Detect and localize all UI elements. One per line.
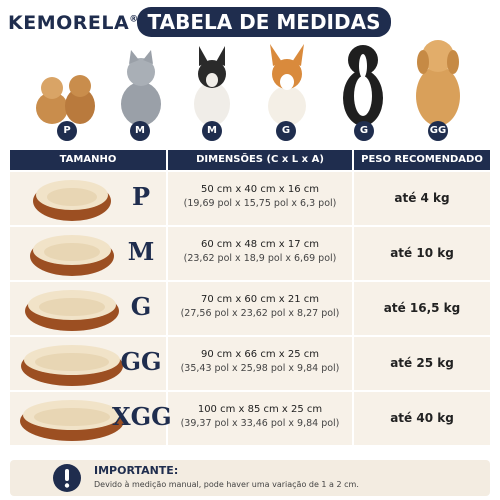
- row-cell: [354, 227, 490, 280]
- border-collie: [343, 45, 383, 126]
- dimensions-cm: 90 cm x 66 cm x 25 cm: [201, 349, 319, 360]
- row-cell: [168, 337, 352, 390]
- bed-illustration: [21, 345, 123, 386]
- dimensions-cm: 60 cm x 48 cm x 17 cm: [201, 239, 319, 250]
- bed-illustration: [20, 400, 124, 441]
- table-header: DIMENSÕES (C x L x A): [168, 150, 352, 170]
- dimensions-cm: 70 cm x 60 cm x 21 cm: [201, 294, 319, 305]
- row-cell: [354, 172, 490, 225]
- bed-illustration: [25, 290, 119, 331]
- brand: KEMORELA®: [8, 12, 139, 34]
- size-label: XGG: [112, 402, 172, 431]
- dimensions-cm: 100 cm x 85 cm x 25 cm: [197, 404, 323, 415]
- recommended-weight: até 4 kg: [394, 191, 450, 205]
- row-cell: [168, 392, 352, 445]
- pet-size-badge: G: [354, 121, 374, 141]
- table-header: TAMANHO: [10, 150, 166, 170]
- golden-retriever: [416, 40, 460, 126]
- size-label: M: [127, 237, 155, 266]
- size-label: GG: [120, 347, 162, 376]
- pet-illustrations: [36, 40, 460, 126]
- row-cell: [354, 337, 490, 390]
- pet-size-badge: G: [276, 121, 296, 141]
- corgi: [268, 44, 306, 126]
- puppies: [36, 75, 95, 124]
- brand-name: KEMORELA: [8, 12, 130, 34]
- bed-illustration: [30, 235, 114, 276]
- dimensions-pol: (23,62 pol x 18,9 pol x 6,69 pol): [183, 253, 337, 264]
- row-cell: [354, 282, 490, 335]
- recommended-weight: até 16,5 kg: [383, 301, 461, 315]
- dimensions-pol: (35,43 pol x 25,98 pol x 9,84 pol): [180, 363, 340, 374]
- bed-illustration: [33, 180, 111, 221]
- row-cell: [168, 282, 352, 335]
- recommended-weight: até 25 kg: [390, 356, 454, 370]
- table-header: PESO RECOMENDADO: [354, 150, 490, 170]
- title: TABELA DE MEDIDAS: [137, 7, 391, 37]
- pet-size-badge: GG: [428, 121, 448, 141]
- size-label: P: [131, 182, 151, 211]
- dimensions-pol: (19,69 pol x 15,75 pol x 6,3 pol): [183, 198, 337, 209]
- recommended-weight: até 40 kg: [390, 411, 454, 425]
- pet-size-badge: M: [202, 121, 222, 141]
- note-box: [10, 460, 490, 496]
- brand-mark: ®: [129, 14, 139, 25]
- note-text: Devido à medição manual, pode haver uma …: [94, 480, 359, 489]
- row-cell: [168, 227, 352, 280]
- pet-size-badge: P: [57, 121, 77, 141]
- dimensions-pol: (39,37 pol x 33,46 pol x 9,84 pol): [180, 418, 340, 429]
- warning-icon: [53, 464, 81, 492]
- cat: [121, 50, 161, 126]
- pet-size-badge: M: [130, 121, 150, 141]
- bulldog: [194, 46, 230, 126]
- row-cell: [168, 172, 352, 225]
- dimensions-pol: (27,56 pol x 23,62 pol x 8,27 pol): [180, 308, 340, 319]
- note-title: IMPORTANTE:: [94, 464, 179, 477]
- row-cell: [354, 392, 490, 445]
- recommended-weight: até 10 kg: [390, 246, 454, 260]
- size-label: G: [130, 292, 152, 321]
- dimensions-cm: 50 cm x 40 cm x 16 cm: [201, 184, 319, 195]
